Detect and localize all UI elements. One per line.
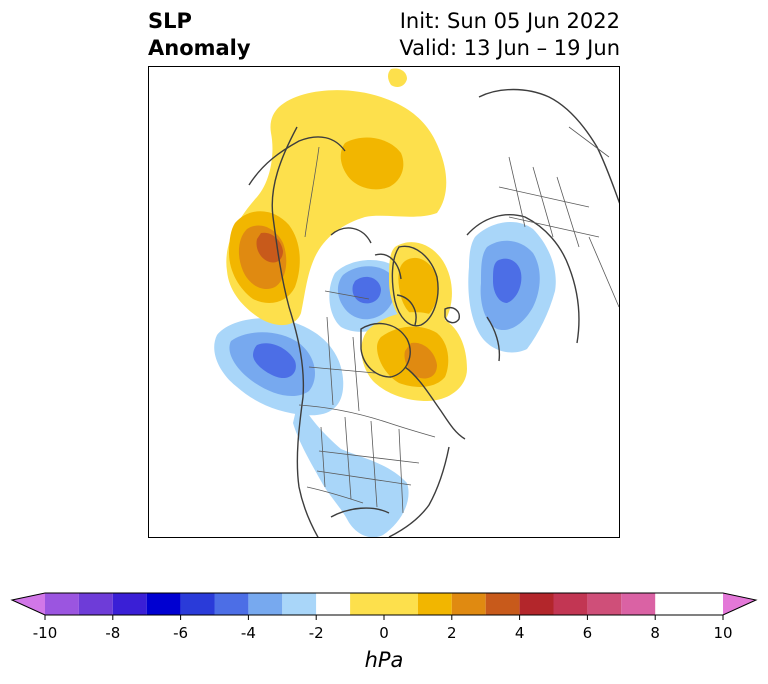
colorbar-cell (146, 593, 181, 615)
colorbar-cells (45, 593, 656, 615)
anomaly-contour-us-low-light (293, 397, 409, 537)
anomaly-map (214, 68, 619, 537)
colorbar-tick-label: -2 (308, 624, 324, 642)
colorbar-tick-label: 10 (713, 624, 733, 642)
coastline-asia (478, 88, 619, 204)
colorbar-tick-label: -6 (173, 624, 189, 642)
coastline-us-east (388, 446, 450, 537)
colorbar-cell (316, 593, 351, 615)
colorbar-cell (451, 593, 486, 615)
colorbar-cell (587, 593, 622, 615)
border-us-canada (298, 404, 436, 438)
colorbar-cell (553, 593, 588, 615)
coastline-alaska (248, 136, 346, 186)
coastline-iceland (444, 307, 460, 324)
political-borders (298, 126, 619, 514)
colorbar-cell (78, 593, 113, 615)
colorbar-cell (112, 593, 147, 615)
valid-range-label: Valid: 13 Jun – 19 Jun (399, 36, 620, 60)
colorbar-tick-label: 2 (447, 624, 457, 642)
anomaly-contour-beaufort-core (352, 276, 381, 304)
colorbar-tick-label: 6 (582, 624, 593, 642)
map-panel (148, 66, 620, 538)
anomaly-contour-gulf-of-alaska-core (253, 343, 296, 379)
colorbar-ticks (44, 615, 724, 620)
colorbar-cell (180, 593, 215, 615)
coastline-east-canada (404, 366, 466, 440)
colorbar-tick-label: 0 (379, 624, 389, 642)
colorbar-cell (417, 593, 452, 615)
border-us-mexico (306, 486, 364, 504)
coastlines (248, 88, 619, 537)
colorbar-cell (282, 593, 317, 615)
coastline-europe (466, 214, 580, 362)
anomaly-contour-east-canada-orange (404, 342, 437, 379)
coastline-greenland (391, 245, 439, 327)
border-canada-provinces (308, 290, 376, 412)
anomaly-contour-greenland-amber (398, 257, 439, 318)
border-us-states (316, 416, 420, 514)
colorbar-cell (350, 593, 418, 615)
anomaly-contour-asia-yellow (388, 68, 407, 87)
anomaly-contour-arctic-amber (340, 137, 404, 190)
title-variable: SLP (148, 9, 192, 33)
colorbar-tick-label: 4 (514, 624, 525, 642)
colorbar-units-label: hPa (364, 648, 404, 672)
coastline-canadian-arctic (330, 227, 417, 326)
colorbar-tick-label: 8 (650, 624, 660, 642)
coastline-north-america-west (271, 126, 319, 537)
colorbar-cell (621, 593, 656, 615)
positive-anomalies (226, 68, 467, 401)
init-date-label: Init: Sun 05 Jun 2022 (399, 9, 620, 33)
colorbar-cell (214, 593, 249, 615)
colorbar-cell (45, 593, 79, 615)
border-europe-asia (498, 126, 619, 308)
plot-title-left: SLP Anomaly (148, 8, 251, 62)
colorbar-cell (248, 593, 283, 615)
colorbar-tick-label: -10 (32, 624, 58, 642)
colorbar (10, 592, 758, 620)
negative-anomalies (214, 222, 556, 537)
colorbar-tick-label: -4 (240, 624, 256, 642)
colorbar-cell (519, 593, 554, 615)
plot-title-right: Init: Sun 05 Jun 2022 Valid: 13 Jun – 19… (399, 8, 620, 62)
coastline-hudson-bay (360, 322, 411, 378)
colorbar-cell (485, 593, 520, 615)
border-alaska-canada (304, 146, 320, 238)
title-quantity: Anomaly (148, 36, 251, 60)
coastline-gulf-of-mexico (330, 507, 390, 518)
colorbar-tick-label: -8 (105, 624, 121, 642)
anomaly-contour-scandinavia-core (493, 258, 522, 303)
